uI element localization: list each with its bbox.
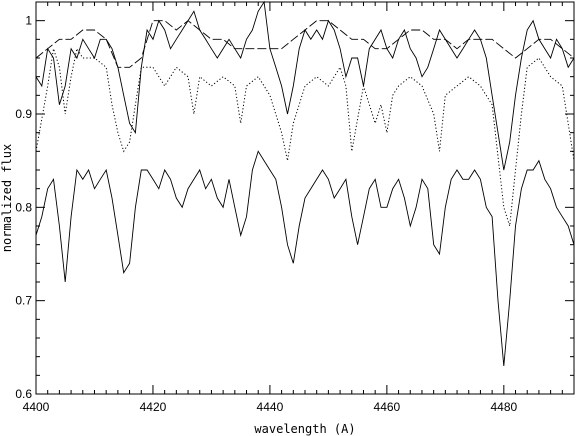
- y-tick-label: 1: [25, 14, 32, 28]
- series-line-4: [35, 150, 575, 367]
- x-tick-label: 4420: [140, 400, 167, 414]
- x-tick-label: 4400: [23, 400, 50, 414]
- y-tick-label: 0.9: [15, 107, 32, 121]
- series-line-2: [35, 20, 575, 68]
- x-tick-label: 4480: [490, 400, 517, 414]
- y-tick-label: 0.7: [15, 294, 32, 308]
- series-layer: [35, 0, 575, 367]
- ticks-layer: 4400 4420 4440 4460 4480 0.6 0.7 0.8 0.9 1: [15, 1, 575, 414]
- y-axis-label: normalized flux: [0, 144, 14, 252]
- x-tick-label: 4460: [374, 400, 401, 414]
- series-line-3: [35, 47, 575, 227]
- x-axis-label: wavelength (A): [254, 422, 355, 436]
- y-tick-label: 0.8: [15, 200, 32, 214]
- y-tick-label: 0.6: [15, 387, 32, 401]
- x-tick-label: 4440: [257, 400, 284, 414]
